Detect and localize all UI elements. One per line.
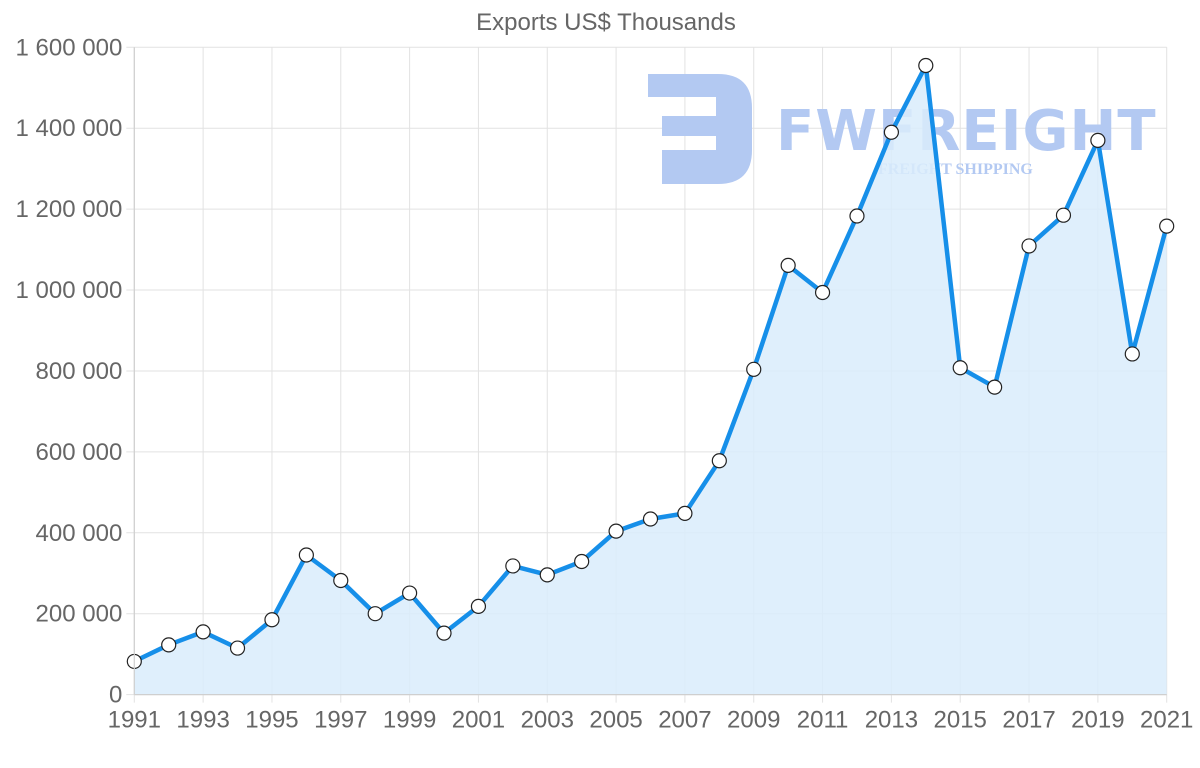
x-tick-label: 1997 xyxy=(314,707,367,734)
data-point[interactable] xyxy=(642,511,659,527)
data-point[interactable] xyxy=(264,612,280,628)
data-point[interactable] xyxy=(505,558,521,574)
data-point[interactable] xyxy=(436,625,452,641)
y-tick-label: 200 000 xyxy=(36,601,123,628)
y-axis-labels: 0 200 000 400 000 600 000 800 000 1 000 000 1 … xyxy=(16,34,123,708)
chart-title: Exports US$ Thousands xyxy=(476,9,736,36)
data-point[interactable] xyxy=(780,257,796,273)
data-point[interactable] xyxy=(849,208,865,224)
x-tick-label: 1995 xyxy=(245,707,298,734)
y-tick-label: 1 200 000 xyxy=(16,196,123,223)
x-tick-label: 2015 xyxy=(934,707,987,734)
data-point[interactable] xyxy=(574,553,590,570)
data-point[interactable] xyxy=(298,547,314,563)
y-tick-label: 400 000 xyxy=(36,520,123,547)
x-tick-label: 2001 xyxy=(452,707,505,734)
x-tick-label: 1999 xyxy=(383,707,436,734)
data-point[interactable] xyxy=(161,637,177,653)
y-tick-label: 600 000 xyxy=(36,439,123,466)
data-point[interactable] xyxy=(1124,346,1140,362)
data-points xyxy=(126,57,1175,670)
data-point[interactable] xyxy=(1090,132,1106,148)
x-tick-label: 2005 xyxy=(589,707,642,734)
y-tick-label: 1 000 000 xyxy=(16,277,123,304)
data-point[interactable] xyxy=(883,124,899,140)
x-axis-labels: 1991 1993 1995 1997 1999 2001 2003 2005 2007 2009… xyxy=(108,707,1194,734)
x-tick-label: 2003 xyxy=(521,707,574,734)
x-tick-label: 2021 xyxy=(1140,707,1193,734)
data-point[interactable] xyxy=(746,361,762,377)
data-point[interactable] xyxy=(814,284,831,301)
x-tick-label: 2017 xyxy=(1002,707,1055,734)
data-point[interactable] xyxy=(987,379,1003,395)
area-fill xyxy=(134,65,1167,695)
data-point[interactable] xyxy=(608,523,624,539)
data-point[interactable] xyxy=(1159,218,1175,234)
axes xyxy=(133,47,1167,696)
data-point[interactable] xyxy=(711,453,727,469)
y-tick-label: 0 xyxy=(109,682,122,709)
y-tick-label: 1 400 000 xyxy=(16,115,123,142)
x-tick-label: 1993 xyxy=(176,707,229,734)
y-tick-label: 800 000 xyxy=(36,358,123,385)
x-tick-label: 2011 xyxy=(797,707,849,734)
data-point[interactable] xyxy=(367,606,383,622)
data-point[interactable] xyxy=(1055,207,1072,223)
data-point[interactable] xyxy=(333,572,349,589)
x-tick-label: 1991 xyxy=(108,707,161,734)
data-point[interactable] xyxy=(918,57,934,74)
fw-logo-icon xyxy=(648,74,752,184)
x-tick-label: 2007 xyxy=(658,707,711,734)
data-point[interactable] xyxy=(1021,238,1037,254)
data-point[interactable] xyxy=(539,567,555,583)
data-point[interactable] xyxy=(402,585,418,601)
data-point[interactable] xyxy=(952,360,968,376)
data-point[interactable] xyxy=(195,624,211,640)
data-point[interactable] xyxy=(229,640,246,656)
data-point[interactable] xyxy=(470,598,487,615)
x-tick-label: 2019 xyxy=(1071,707,1124,734)
x-tick-label: 2013 xyxy=(865,707,918,734)
x-tick-label: 2009 xyxy=(727,707,780,734)
data-point[interactable] xyxy=(677,505,693,521)
y-tick-label: 1 600 000 xyxy=(16,34,123,61)
